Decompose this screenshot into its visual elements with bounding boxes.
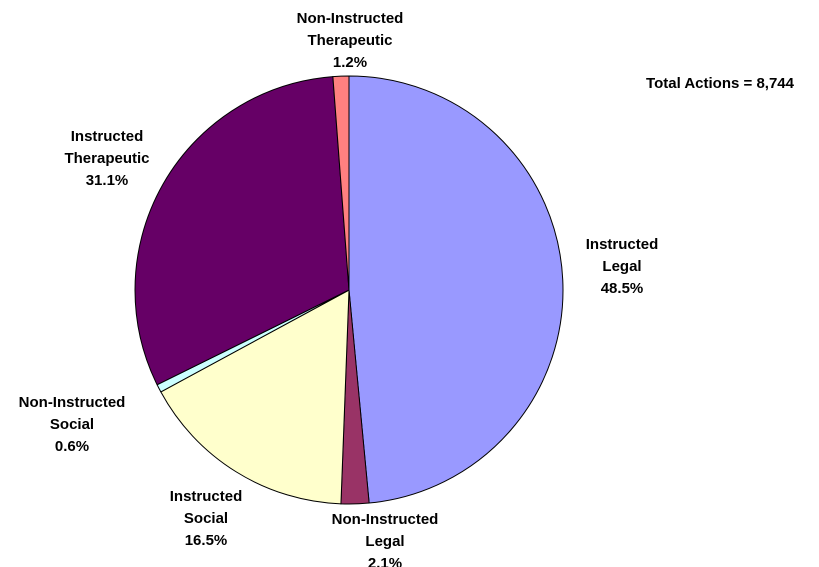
slice-instructed-social bbox=[160, 289, 350, 505]
total-actions-annotation: Total Actions = 8,744 bbox=[646, 75, 795, 92]
pie-slices bbox=[134, 75, 564, 505]
slice-label-non-instructed-therapeutic: Non-Instructed Therapeutic 1.2% bbox=[297, 10, 404, 71]
slice-label-instructed-social: Instructed Social 16.5% bbox=[170, 488, 243, 549]
slice-instructed-legal bbox=[348, 75, 564, 504]
slice-label-non-instructed-legal: Non-Instructed Legal 2.1% bbox=[332, 511, 439, 567]
slice-labels: Instructed Legal 48.5% Non-Instructed Legal 2… bbox=[19, 10, 659, 567]
slice-label-instructed-therapeutic: Instructed Therapeutic 31.1% bbox=[64, 128, 149, 189]
slice-label-non-instructed-social: Non-Instructed Social 0.6% bbox=[19, 394, 126, 455]
slice-instructed-therapeutic bbox=[134, 76, 350, 386]
slice-label-instructed-legal: Instructed Legal 48.5% bbox=[586, 236, 659, 297]
slice-non-instructed-therapeutic bbox=[332, 75, 350, 291]
